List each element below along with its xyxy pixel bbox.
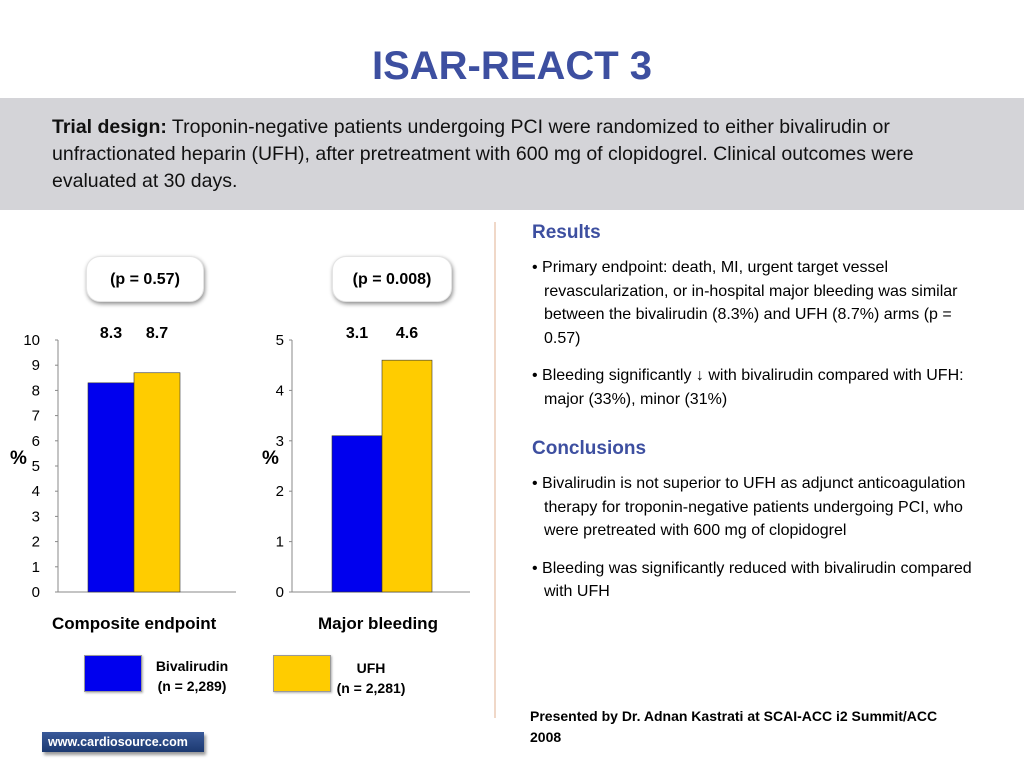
legend-name-ufh: UFH	[356, 660, 386, 676]
y-tick-label: 2	[276, 483, 284, 500]
value-label-bivalirudin-bleeding: 3.1	[346, 325, 368, 342]
y-tick-label: 1	[276, 534, 284, 551]
results-list: • Primary endpoint: death, MI, urgent ta…	[532, 256, 972, 425]
y-tick-label: 4	[276, 382, 284, 399]
trial-design-text: Troponin-negative patients undergoing PC…	[52, 116, 914, 192]
value-label-ufh-composite: 8.7	[146, 325, 168, 342]
value-label-bivalirudin-composite: 8.3	[100, 325, 122, 342]
value-label-ufh-bleeding: 4.6	[396, 325, 418, 342]
legend-n-bivalirudin: (n = 2,289)	[157, 678, 227, 694]
y-tick-label: 0	[276, 584, 284, 601]
bar-bivalirudin-composite	[87, 382, 135, 593]
presenter-credit: Presented by Dr. Adnan Kastrati at SCAI-…	[530, 708, 938, 745]
y-tick-label: 5	[276, 332, 284, 349]
bar-bivalirudin-bleeding	[331, 435, 383, 593]
legend-label-ufh: UFH (n = 2,281)	[320, 658, 422, 698]
trial-design-label: Trial design:	[52, 116, 167, 138]
y-tick-label: 2	[32, 534, 40, 551]
y-tick-label: 0	[32, 584, 40, 601]
trial-design-box: Trial design: Troponin-negative patients…	[0, 98, 1024, 210]
y-tick-label: 9	[32, 357, 40, 374]
results-heading: Results	[532, 222, 601, 243]
x-label-composite: Composite endpoint	[52, 614, 217, 633]
bar-ufh-bleeding	[381, 359, 433, 593]
p-value-bleeding: (p = 0.008)	[332, 256, 452, 302]
conclusions-bullet: • Bleeding was significantly reduced wit…	[532, 559, 972, 601]
bar-charts: 0 1 2 3 4 5 6 7 8 9 10% 8.3 8.7 0 1 2 3 4 5% 3.1 4.6	[10, 325, 470, 601]
y-axis-label-composite: %	[10, 448, 27, 469]
y-tick-label: 6	[32, 433, 40, 450]
conclusions-heading: Conclusions	[532, 438, 647, 459]
x-label-bleeding: Major bleeding	[318, 614, 438, 633]
conclusions-list: • Bivalirudin is not superior to UFH as …	[532, 472, 972, 618]
slide-title: ISAR-REACT 3	[371, 44, 653, 88]
y-tick-label: 3	[32, 508, 40, 525]
legend-name-bivalirudin: Bivalirudin	[155, 658, 229, 674]
column-divider	[494, 222, 496, 718]
y-tick-label: 3	[276, 433, 284, 450]
legend-swatch-bivalirudin	[84, 655, 142, 692]
y-tick-label: 10	[23, 332, 40, 349]
conclusions-bullet: • Bivalirudin is not superior to UFH as …	[532, 475, 966, 539]
legend-label-bivalirudin: Bivalirudin (n = 2,289)	[142, 656, 242, 696]
p-value-composite: (p = 0.57)	[86, 256, 204, 302]
cardiosource-link[interactable]: www.cardiosource.com	[42, 732, 204, 752]
y-axis-label-bleeding: %	[262, 448, 279, 469]
y-tick-label: 1	[32, 559, 40, 576]
y-tick-label: 4	[32, 483, 40, 500]
results-bullet: • Bleeding significantly ↓ with bivaliru…	[532, 367, 964, 408]
bar-ufh-composite	[133, 372, 181, 593]
legend-n-ufh: (n = 2,281)	[336, 680, 406, 696]
y-tick-label: 5	[32, 458, 40, 475]
results-bullet: • Primary endpoint: death, MI, urgent ta…	[532, 259, 958, 347]
legend-swatch-ufh	[273, 655, 331, 692]
y-tick-label: 7	[32, 408, 40, 425]
y-tick-label: 8	[32, 382, 40, 399]
